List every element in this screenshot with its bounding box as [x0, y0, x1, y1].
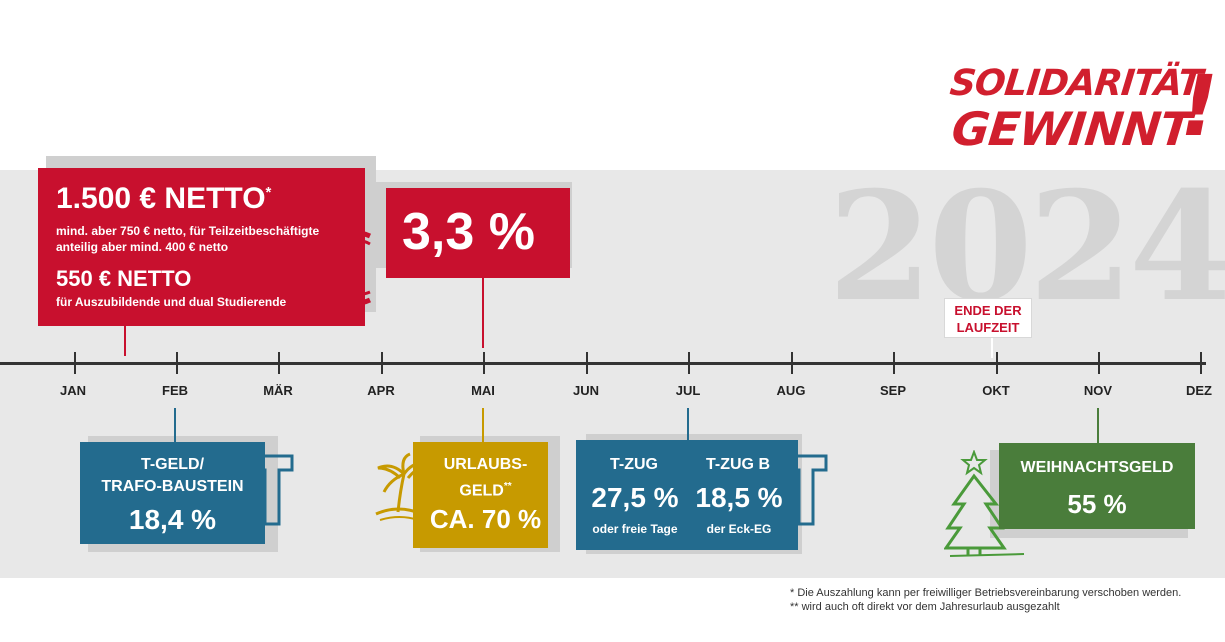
- axis-tick: [278, 352, 280, 374]
- t-zug-a-subtext: oder freie Tage: [592, 522, 678, 536]
- stem-tzug: [687, 408, 689, 440]
- month-label-jul: JUL: [675, 383, 701, 398]
- logo-line1: SOLIDARITÄT: [947, 63, 1204, 104]
- axis-tick: [1200, 352, 1202, 374]
- month-label-dez: DEZ: [1186, 383, 1212, 398]
- urlaubsgeld-card: URLAUBS- GELD** CA. 70 %: [413, 442, 548, 548]
- t-zug-b-title: T-ZUG B: [706, 456, 770, 473]
- timeline-axis: [0, 362, 1206, 365]
- logo-exclamation: !: [1180, 57, 1219, 155]
- axis-tick: [483, 352, 485, 374]
- axis-tick: [996, 352, 998, 374]
- t-zug-b-value: 18,5 %: [695, 482, 783, 513]
- stem-urlaub: [482, 408, 484, 442]
- logo-line2: GEWINNT: [949, 102, 1194, 156]
- weihnachtsgeld-card: WEIHNACHTSGELD 55 %: [999, 443, 1195, 529]
- month-label-mai: MAI: [471, 383, 495, 398]
- weihnachtsgeld-value: 55 %: [1067, 489, 1127, 519]
- axis-tick: [74, 352, 76, 374]
- bonus-amount-trainees: 550 € NETTO: [56, 266, 192, 291]
- urlaubsgeld-title: URLAUBS- GELD**: [443, 456, 528, 500]
- axis-tick: [176, 352, 178, 374]
- axis-tick: [586, 352, 588, 374]
- axis-tick: [1098, 352, 1100, 374]
- year-watermark: 2024: [828, 159, 1225, 335]
- christmas-tree-icon: [944, 450, 1025, 557]
- axis-tick: [893, 352, 895, 374]
- urlaubsgeld-value: CA. 70 %: [429, 504, 542, 534]
- month-label-okt: OKT: [982, 383, 1010, 398]
- bonus-trainee-subtext: für Auszubildende und dual Studierende: [56, 295, 287, 309]
- axis-tick: [791, 352, 793, 374]
- raise-value: 3,3 %: [402, 203, 535, 261]
- month-label-mar: MÄR: [263, 383, 293, 398]
- month-label-jun: JUN: [572, 383, 599, 398]
- footnote-1: * Die Auszahlung kann per freiwilliger B…: [790, 587, 1182, 599]
- footnotes: * Die Auszahlung kann per freiwilliger B…: [790, 586, 1181, 614]
- end-of-term-flag: ENDE DER LAUFZEIT: [944, 298, 1032, 338]
- t-geld-title: T-GELD/ TRAFO-BAUSTEIN: [101, 456, 244, 495]
- stem-tgeld: [174, 408, 176, 442]
- stem-raise: [482, 278, 484, 348]
- inflation-bonus-card: 1.500 € NETTO* mind. aber 750 € netto, f…: [38, 168, 365, 326]
- solidaritaet-logo: SOLIDARITÄT GEWINNT !: [947, 57, 1220, 160]
- t-geld-card: T-GELD/ TRAFO-BAUSTEIN 18,4 %: [80, 442, 265, 544]
- t-zug-card: T-ZUG 27,5 % oder freie Tage T-ZUG B 18,…: [576, 440, 798, 550]
- month-label-sep: SEP: [879, 383, 906, 398]
- stem-inflation: [124, 326, 126, 356]
- month-label-aug: AUG: [776, 383, 806, 398]
- month-label-feb: FEB: [162, 383, 188, 398]
- month-label-apr: APR: [367, 383, 395, 398]
- stem-weihnacht: [1097, 408, 1099, 443]
- stem-end: [991, 338, 993, 358]
- axis-tick: [381, 352, 383, 374]
- bonus-amount: 1.500 € NETTO*: [56, 182, 272, 215]
- t-zug-a-value: 27,5 %: [591, 482, 679, 513]
- t-geld-value: 18,4 %: [128, 504, 217, 535]
- t-zug-b-subtext: der Eck-EG: [706, 522, 772, 536]
- weihnachtsgeld-title: WEIHNACHTSGELD: [1020, 459, 1174, 476]
- month-label-nov: NOV: [1083, 383, 1113, 398]
- axis-tick: [688, 352, 690, 374]
- t-zug-a-title: T-ZUG: [610, 456, 658, 473]
- raise-card: 3,3 %: [386, 188, 570, 278]
- footnote-2: ** wird auch oft direkt vor dem Jahresur…: [790, 601, 1060, 613]
- month-label-jan: JAN: [59, 383, 86, 398]
- bonus-subtext: mind. aber 750 € netto, für Teilzeitbesc…: [56, 224, 320, 254]
